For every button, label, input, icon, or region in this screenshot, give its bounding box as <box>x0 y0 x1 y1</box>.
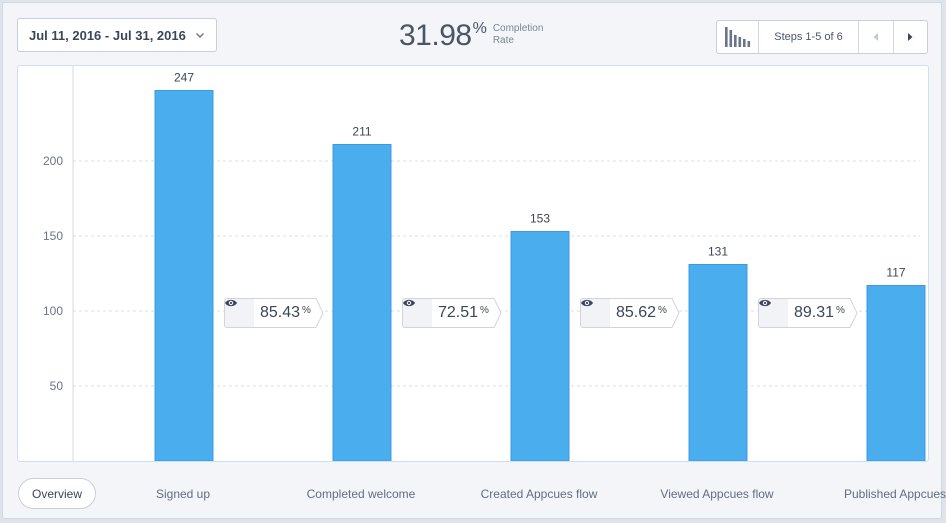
view-step-button[interactable] <box>758 298 788 328</box>
bar <box>510 231 570 461</box>
view-step-button[interactable] <box>224 298 254 328</box>
step-name-label: Signed up <box>155 487 211 501</box>
steps-range-label: Steps 1-5 of 6 <box>759 21 859 53</box>
eye-icon <box>759 299 771 307</box>
completion-rate-unit: % <box>472 20 487 37</box>
funnel-chart-svg: 50 100 150 200 247 211 153 131 117 <box>43 66 926 461</box>
badge-arrow-shape <box>314 298 324 328</box>
bar-value-label: 247 <box>174 71 194 85</box>
conversion-rate-value: 72.51 <box>438 304 479 321</box>
next-steps-button[interactable] <box>892 21 928 53</box>
step-pager: Steps 1-5 of 6 <box>716 20 928 54</box>
previous-steps-button[interactable] <box>859 21 893 53</box>
completion-rate: 31.98 % Completion Rate <box>399 16 543 56</box>
conversion-rate-unit: % <box>658 304 667 316</box>
funnel-chart: 50 100 150 200 247 211 153 131 117 85.43% 72.51% 8… <box>17 65 929 462</box>
conversion-rate-value-box: 85.43% <box>254 298 315 328</box>
step-name-label: Viewed Appcues flow <box>660 487 774 501</box>
bar <box>332 144 392 461</box>
step-name-label: Created Appcues flow <box>480 487 598 501</box>
y-tick-label: 50 <box>50 379 64 393</box>
bar <box>866 285 926 461</box>
bar-chart-icon <box>724 27 750 47</box>
conversion-rate-value-box: 89.31% <box>788 298 849 328</box>
completion-rate-label: Completion Rate <box>493 23 544 47</box>
conversion-rate-badge: 72.51% <box>402 298 502 328</box>
bar <box>688 264 748 461</box>
step-name-label: Completed welcome <box>306 487 416 501</box>
conversion-rate-value: 89.31 <box>794 304 835 321</box>
badge-arrow-shape <box>670 298 680 328</box>
conversion-rate-badge: 85.62% <box>580 298 680 328</box>
conversion-rate-value-box: 72.51% <box>432 298 493 328</box>
bar-value-label: 117 <box>886 266 905 280</box>
y-tick-label: 200 <box>43 154 63 168</box>
completion-label-line2: Rate <box>492 35 514 46</box>
conversion-rate-badge: 89.31% <box>758 298 858 328</box>
eye-icon <box>403 299 415 307</box>
badge-arrow-shape <box>848 298 858 328</box>
step-name-label: Published Appcues <box>843 487 946 501</box>
view-step-button[interactable] <box>580 298 610 328</box>
bar-value-label: 131 <box>708 245 728 259</box>
eye-icon <box>225 299 237 307</box>
caret-right-icon <box>908 33 913 41</box>
bar-value-label: 153 <box>530 212 550 226</box>
date-range-label: Jul 11, 2016 - Jul 31, 2016 <box>29 27 186 43</box>
date-range-dropdown[interactable]: Jul 11, 2016 - Jul 31, 2016 <box>17 18 217 52</box>
step-count-button[interactable] <box>717 21 759 53</box>
conversion-rate-badge: 85.43% <box>224 298 324 328</box>
bar-value-label: 211 <box>352 125 371 139</box>
eye-icon <box>581 299 593 307</box>
badge-arrow-shape <box>492 298 502 328</box>
bar <box>154 90 214 461</box>
caret-left-icon <box>873 33 878 41</box>
conversion-rate-value: 85.43 <box>260 304 301 321</box>
conversion-rate-value: 85.62 <box>616 304 657 321</box>
completion-rate-value: 31.98 <box>399 19 472 52</box>
overview-button[interactable]: Overview <box>18 478 96 509</box>
conversion-rate-unit: % <box>302 304 311 316</box>
conversion-rate-value-box: 85.62% <box>610 298 671 328</box>
conversion-rate-unit: % <box>480 304 489 316</box>
completion-label-line1: Completion <box>492 23 544 34</box>
y-tick-label: 150 <box>43 229 63 243</box>
y-tick-label: 100 <box>43 304 63 318</box>
chevron-down-icon <box>196 33 204 38</box>
view-step-button[interactable] <box>402 298 432 328</box>
conversion-rate-unit: % <box>836 304 845 316</box>
